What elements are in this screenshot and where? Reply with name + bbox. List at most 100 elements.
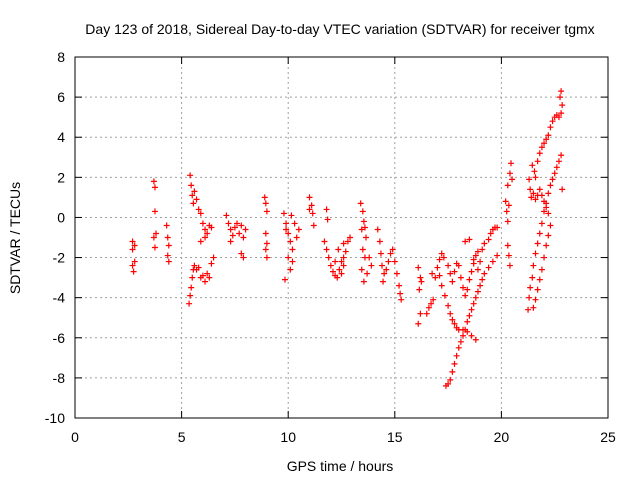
data-point [263,208,270,215]
data-point [336,266,343,273]
data-point [445,302,452,309]
data-point [429,270,436,277]
data-point [538,266,545,273]
data-point [323,206,330,213]
x-tick-label: 10 [280,429,296,445]
data-point [376,238,383,245]
data-point [541,198,548,205]
data-point [338,258,345,265]
data-point [291,220,298,227]
data-point [434,264,441,271]
data-point [129,262,136,269]
data-point [358,226,365,233]
data-point [361,224,368,231]
data-point [236,230,243,237]
data-point [398,296,405,303]
data-point [282,276,289,283]
data-point [202,234,209,241]
data-point [481,270,488,277]
y-tick-label: -2 [53,250,66,266]
data-point [310,222,317,229]
data-point [397,290,404,297]
data-point [430,296,437,303]
data-point [532,250,539,257]
data-point [504,218,511,225]
data-point [238,250,245,257]
data-point [470,300,477,307]
data-point [449,278,456,285]
data-point [208,224,215,231]
data-point [472,294,479,301]
data-point [338,270,345,277]
data-point [543,136,550,143]
data-point [210,254,217,261]
data-point [543,242,550,249]
data-point [507,160,514,167]
data-point [227,226,234,233]
data-point [423,310,430,317]
data-point [190,200,197,207]
data-point [432,274,439,281]
data-point [197,210,204,217]
data-point [150,178,157,185]
data-point [536,230,543,237]
data-point [558,88,565,95]
data-point [342,248,349,255]
data-point [541,208,548,215]
data-point [262,246,269,253]
y-tick-label: 8 [57,49,65,65]
data-point [532,296,539,303]
data-point [528,194,535,201]
data-point [505,252,512,259]
data-point [187,292,194,299]
data-point [285,254,292,261]
data-point [545,210,552,217]
y-tick-label: 0 [57,209,65,225]
data-point [280,210,287,217]
data-point [530,262,537,269]
data-point [306,206,313,213]
x-tick-label: 5 [178,429,186,445]
data-point [445,262,452,269]
data-point [187,172,194,179]
data-point [530,190,537,197]
data-point [532,196,539,203]
data-point [530,304,537,311]
data-point [193,196,200,203]
data-point [263,254,270,261]
data-point [151,208,158,215]
data-point [327,262,334,269]
data-point [438,282,445,289]
chart-title: Day 123 of 2018, Sidereal Day-to-day VTE… [85,21,594,37]
plot-frame [74,56,609,419]
data-point [462,292,469,299]
data-point [234,220,241,227]
data-point [451,320,458,327]
y-tick-label: -6 [53,330,66,346]
data-point [357,200,364,207]
data-point [466,312,473,319]
data-point [164,234,171,241]
data-point [470,256,477,263]
data-point [240,254,247,261]
data-point [186,300,193,307]
data-point [204,230,211,237]
data-point [366,254,373,261]
data-point [534,158,541,165]
data-point [455,262,462,269]
data-point [308,202,315,209]
data-point [494,224,501,231]
data-point [340,254,347,261]
data-points [129,88,566,389]
data-point [324,216,331,223]
data-point [460,332,467,339]
x-axis-label: GPS time / hours [287,458,394,474]
data-point [558,110,565,117]
data-point [534,240,541,247]
y-tick-label: -10 [45,410,65,426]
data-point [481,240,488,247]
data-point [559,102,566,109]
data-point [438,250,445,257]
